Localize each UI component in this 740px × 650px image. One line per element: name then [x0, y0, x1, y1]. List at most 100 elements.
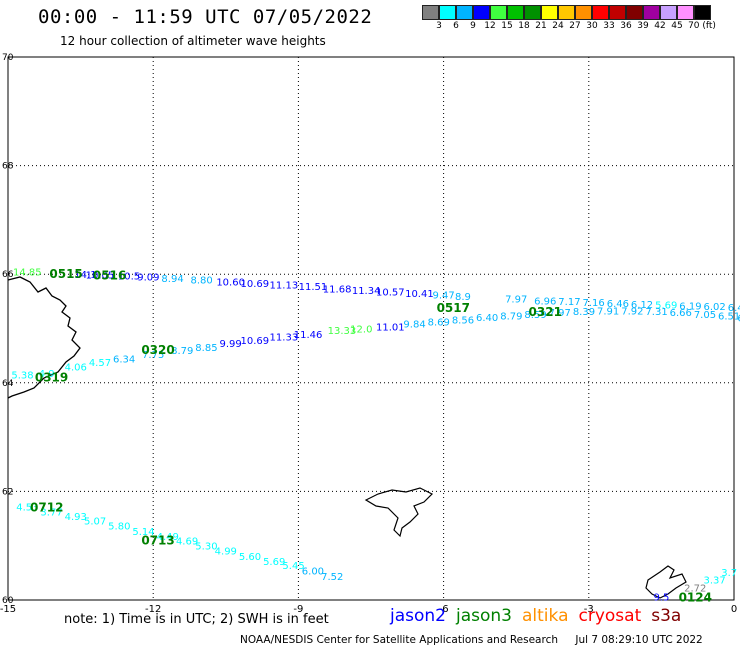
color-scale-label: 24 — [552, 21, 564, 31]
swh-value-label: 13.33 — [328, 326, 357, 337]
swh-value-label: 5.14 — [132, 527, 154, 538]
swh-value-label: 11.01 — [376, 322, 405, 333]
swh-value-label: 5.69 — [263, 557, 285, 568]
color-swatch — [558, 5, 575, 20]
swh-value-label: 7.97 — [549, 308, 571, 319]
swh-value-label: 4.9 — [39, 369, 55, 380]
swh-value-label: 8.85 — [195, 343, 217, 354]
swh-value-label: 11.68 — [323, 284, 352, 295]
color-swatch — [541, 5, 558, 20]
color-swatch — [507, 5, 524, 20]
iceland-coastline — [7, 276, 81, 399]
swh-value-label: 7.16 — [583, 298, 605, 309]
color-swatch — [609, 5, 626, 20]
swh-value-label: 7.97 — [505, 295, 527, 306]
swh-value-label: 8.69 — [428, 317, 450, 328]
swh-value-label: 10.5 — [118, 271, 140, 282]
swh-value-label: 5.38 — [11, 371, 33, 382]
legend-altika: altika — [522, 606, 569, 626]
swh-value-label: 4.49 — [157, 532, 179, 543]
swh-value-label: 11.33 — [270, 333, 299, 344]
color-scale-label: 70 (ft) — [688, 21, 716, 31]
color-swatch — [643, 5, 660, 20]
color-scale-label: 3 — [436, 21, 442, 31]
swh-value-label: 9.47 — [432, 290, 454, 301]
color-scale-label: 6 — [453, 21, 459, 31]
swh-value-label: 11.34 — [352, 286, 381, 297]
y-tick-label: 66 — [2, 270, 14, 280]
swh-value-label: 3.37 — [704, 575, 726, 586]
swh-value-label: 6.34 — [113, 354, 135, 365]
swh-value-label: 8.94 — [161, 274, 183, 285]
swh-value-label: 6.40 — [476, 313, 498, 324]
swh-value-label: 14.85 — [13, 267, 42, 278]
x-tick-label: -15 — [0, 604, 16, 615]
swh-value-label: 6.12 — [631, 300, 653, 311]
swh-value-label: 4.53 — [16, 503, 38, 514]
swh-value-label: 6.46 — [607, 299, 629, 310]
swh-value-label: 8.59 — [524, 310, 546, 321]
swh-value-label: 7.91 — [597, 307, 619, 318]
swh-value-label: 8.56 — [452, 315, 474, 326]
credit-timestamp: Jul 7 08:29:10 UTC 2022 — [575, 634, 703, 646]
color-swatch — [660, 5, 677, 20]
color-scale-label: 18 — [518, 21, 530, 31]
y-tick-label: 70 — [2, 53, 14, 63]
time-label: 0321 — [529, 305, 562, 319]
swh-value-label: 6.02 — [704, 302, 726, 313]
color-scale-label: 9 — [470, 21, 476, 31]
shetland-coastline — [645, 565, 687, 599]
swh-value-label: 7.17 — [558, 297, 580, 308]
swh-value-label: 10.69 — [241, 336, 270, 347]
time-label: 0712 — [30, 501, 63, 515]
time-label: 0319 — [35, 370, 68, 384]
swh-value-label: 5.80 — [108, 522, 130, 533]
x-tick-label: 0 — [731, 604, 737, 615]
page-subtitle: 12 hour collection of altimeter wave hei… — [60, 34, 326, 48]
color-swatch — [694, 5, 711, 20]
color-swatch — [473, 5, 490, 20]
color-swatch — [626, 5, 643, 20]
faroe-islands-coastline — [364, 487, 434, 538]
y-tick-label: 62 — [2, 487, 13, 497]
swh-value-label: 12.0 — [350, 325, 372, 336]
swh-value-label: 9.84 — [403, 320, 425, 331]
credit-source: NOAA/NESDIS Center for Satellite Applica… — [240, 634, 558, 646]
swh-value-label: 7.75 — [142, 350, 164, 361]
swh-value-label: 3.7 — [721, 568, 737, 579]
color-swatch — [677, 5, 694, 20]
swh-value-label: 10.05 — [86, 271, 115, 282]
color-scale-label: 27 — [569, 21, 581, 31]
color-swatch — [422, 5, 439, 20]
swh-value-label: 5.60 — [239, 552, 261, 563]
swh-value-label: 14.1 — [74, 270, 96, 281]
swh-value-label: 11.46 — [294, 330, 323, 341]
swh-value-label: 5.45 — [282, 561, 304, 572]
y-tick-label: 64 — [2, 379, 14, 389]
time-label: 0515 — [49, 267, 82, 281]
color-scale-label: 39 — [637, 21, 649, 31]
swh-value-label: 4.06 — [65, 363, 87, 374]
swh-value-label: 6.81 — [737, 314, 740, 325]
x-tick-label: -9 — [293, 604, 303, 615]
y-tick-label: 60 — [2, 596, 14, 606]
time-label: 0124 — [679, 590, 712, 604]
swh-value-label: 9.09 — [137, 272, 159, 283]
swh-value-label: 7.31 — [645, 307, 667, 318]
color-scale-label: 42 — [654, 21, 666, 31]
swh-value-label: 9.5 — [653, 593, 669, 604]
swh-value-label: 8.9 — [455, 292, 471, 303]
color-swatch — [524, 5, 541, 20]
swh-value-label: 6.00 — [302, 567, 324, 578]
color-scale-label: 15 — [501, 21, 513, 31]
legend-cryosat: cryosat — [578, 606, 642, 626]
swh-value-label: 5.30 — [195, 542, 217, 553]
page-title: 00:00 - 11:59 UTC 07/05/2022 — [38, 6, 373, 28]
x-tick-label: -12 — [145, 604, 161, 615]
swh-value-label: 2.72 — [684, 584, 706, 595]
swh-value-label: 11.51 — [299, 282, 328, 293]
swh-value-label: 6.48 — [728, 303, 740, 314]
color-swatch — [490, 5, 507, 20]
swh-value-label: 8.79 — [171, 346, 193, 357]
